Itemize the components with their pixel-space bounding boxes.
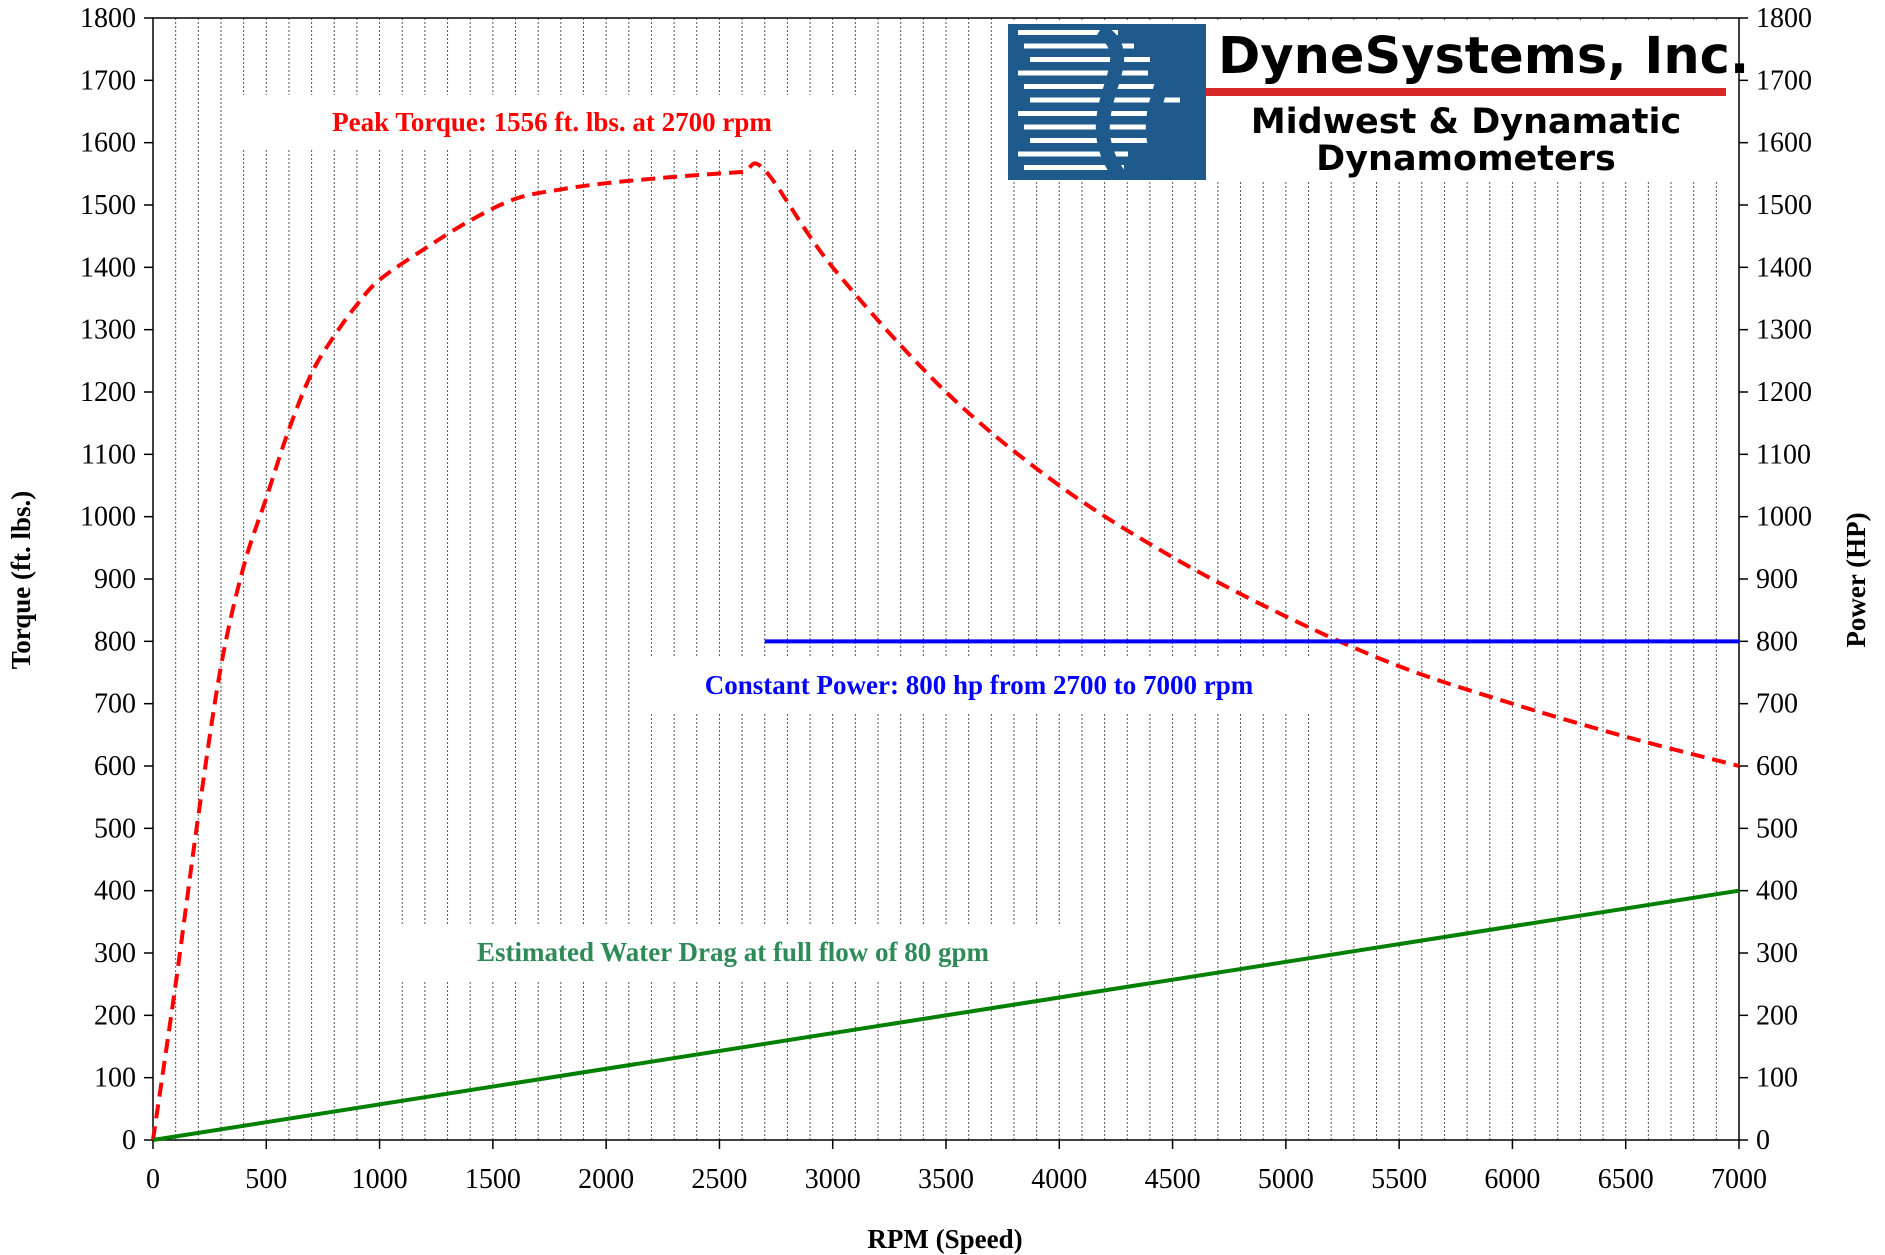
water-drag-label-bg xyxy=(397,925,1070,980)
right-y-tick-label: 500 xyxy=(1756,813,1798,844)
x-axis-title: RPM (Speed) xyxy=(867,1224,1022,1254)
left-y-tick-label: 500 xyxy=(94,813,136,844)
logo-stripe xyxy=(1024,124,1154,130)
logo-stripe xyxy=(1024,165,1124,170)
logo-stripe xyxy=(1018,111,1158,116)
logo-stripe xyxy=(1018,70,1148,76)
water-drag-label: Estimated Water Drag at full flow of 80 … xyxy=(477,937,989,967)
right-y-tick-label: 1200 xyxy=(1756,377,1812,408)
series-peak-torque xyxy=(151,161,1740,1141)
left-y-tick-label: 1700 xyxy=(80,65,136,96)
logo-stripe xyxy=(1018,30,1118,35)
x-tick-label: 2500 xyxy=(691,1164,747,1195)
left-axis-title: Torque (ft. lbs.) xyxy=(6,491,36,670)
x-tick-label: 5000 xyxy=(1258,1164,1314,1195)
right-y-tick-label: 0 xyxy=(1756,1125,1770,1156)
right-y-tick-label: 300 xyxy=(1756,938,1798,969)
axis-ticks: 0 500 1000 1500 2000 2500 3000 3500 4000 4500 5000… xyxy=(80,3,1812,1195)
logo-swoosh xyxy=(1145,24,1176,181)
left-y-tick-label: 200 xyxy=(94,1000,136,1031)
left-y-tick-label: 100 xyxy=(94,1063,136,1094)
right-y-tick-label: 1000 xyxy=(1756,502,1812,533)
logo-company-name: DyneSystems, Inc. xyxy=(1218,27,1749,86)
left-y-tick-label: 600 xyxy=(94,751,136,782)
x-tick-label: 1500 xyxy=(465,1164,521,1195)
constant-power-label-bg xyxy=(632,658,1327,713)
right-y-tick-label: 400 xyxy=(1756,876,1798,907)
x-tick-label: 4000 xyxy=(1031,1164,1087,1195)
left-y-tick-label: 1000 xyxy=(80,502,136,533)
left-y-tick-label: 900 xyxy=(94,564,136,595)
logo-line-2: Dynamometers xyxy=(1316,139,1616,179)
chart-series xyxy=(151,161,1740,1142)
left-y-tick-label: 400 xyxy=(94,876,136,907)
right-y-tick-label: 200 xyxy=(1756,1000,1798,1031)
right-y-tick-label: 1100 xyxy=(1756,439,1811,470)
x-tick-label: 5500 xyxy=(1371,1164,1427,1195)
x-tick-label: 3000 xyxy=(805,1164,861,1195)
left-y-tick-label: 1800 xyxy=(80,3,136,34)
left-y-tick-label: 1200 xyxy=(80,377,136,408)
right-y-tick-label: 1800 xyxy=(1756,3,1812,34)
right-y-tick-label: 1300 xyxy=(1756,315,1812,346)
logo-mark-stripes xyxy=(1018,24,1180,181)
left-y-tick-label: 1600 xyxy=(80,128,136,159)
x-tick-label: 500 xyxy=(245,1164,287,1195)
right-y-tick-label: 1700 xyxy=(1756,65,1812,96)
x-tick-label: 3500 xyxy=(918,1164,974,1195)
constant-power-label: Constant Power: 800 hp from 2700 to 7000… xyxy=(705,670,1254,700)
right-y-tick-label: 1500 xyxy=(1756,190,1812,221)
right-y-tick-label: 900 xyxy=(1756,564,1798,595)
logo-swoosh xyxy=(1095,24,1126,181)
left-y-tick-label: 700 xyxy=(94,689,136,720)
right-y-tick-label: 100 xyxy=(1756,1063,1798,1094)
right-y-tick-label: 1400 xyxy=(1756,252,1812,283)
left-y-tick-label: 1500 xyxy=(80,190,136,221)
logo-stripe xyxy=(1024,43,1134,49)
left-y-tick-label: 800 xyxy=(94,626,136,657)
peak-torque-label: Peak Torque: 1556 ft. lbs. at 2700 rpm xyxy=(332,107,772,137)
x-tick-label: 0 xyxy=(146,1164,160,1195)
left-y-tick-label: 0 xyxy=(122,1125,136,1156)
x-tick-label: 7000 xyxy=(1711,1164,1767,1195)
right-y-tick-label: 1600 xyxy=(1756,128,1812,159)
x-tick-label: 6000 xyxy=(1484,1164,1540,1195)
x-tick-label: 4500 xyxy=(1145,1164,1201,1195)
right-y-tick-label: 600 xyxy=(1756,751,1798,782)
logo-line-1: Midwest & Dynamatic xyxy=(1251,102,1681,142)
x-tick-label: 2000 xyxy=(578,1164,634,1195)
x-tick-label: 1000 xyxy=(352,1164,408,1195)
left-y-tick-label: 300 xyxy=(94,938,136,969)
logo-stripe xyxy=(1018,151,1128,157)
left-y-tick-label: 1300 xyxy=(80,315,136,346)
chart-grid xyxy=(175,18,1717,1140)
logo-stripe xyxy=(1030,138,1150,143)
logo-stripe xyxy=(1024,84,1164,89)
x-tick-label: 6500 xyxy=(1598,1164,1654,1195)
right-y-tick-label: 700 xyxy=(1756,689,1798,720)
peak-torque-label-bg xyxy=(237,95,867,150)
company-logo: DyneSystems, Inc. Midwest & Dynamatic Dy… xyxy=(1008,22,1749,182)
left-y-tick-label: 1100 xyxy=(81,439,136,470)
series-estimated-water-drag xyxy=(152,888,1740,1142)
left-y-tick-label: 1400 xyxy=(80,252,136,283)
right-axis-title: Power (HP) xyxy=(1841,512,1871,647)
logo-stripe xyxy=(1030,57,1150,62)
logo-red-rule xyxy=(1206,88,1726,96)
right-y-tick-label: 800 xyxy=(1756,626,1798,657)
